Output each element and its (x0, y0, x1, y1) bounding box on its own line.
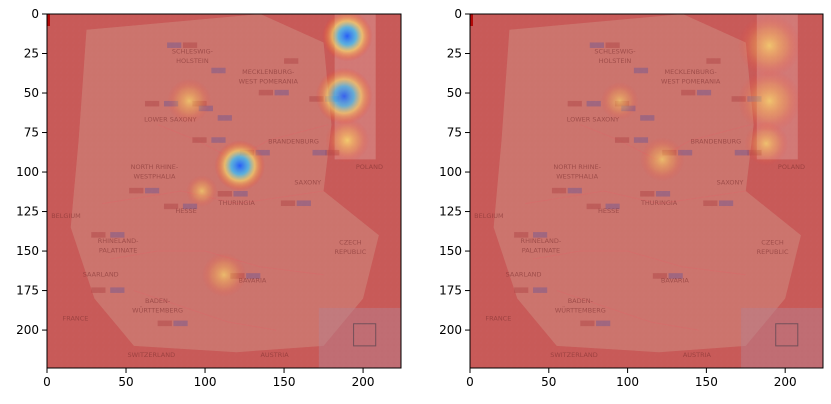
x-tick-label: 100 (194, 375, 217, 389)
y-tick-label: 75 (447, 126, 462, 140)
noise-overlay (47, 14, 401, 368)
x-tick-label: 150 (273, 375, 296, 389)
y-tick-label: 125 (16, 205, 39, 219)
axes-frame (46, 13, 402, 369)
y-tick-label: 200 (16, 323, 39, 337)
y-tick-label: 25 (24, 47, 39, 61)
y-tick-label: 75 (24, 126, 39, 140)
y-tick-label: 150 (439, 244, 462, 258)
x-tick-label: 0 (43, 375, 51, 389)
x-tick-label: 100 (616, 375, 639, 389)
axes-ticks: 0 50 100 150 200 0 25 50 75 100 125 150 175 200 (439, 7, 797, 389)
x-tick-label: 200 (352, 375, 375, 389)
y-tick-label: 125 (439, 205, 462, 219)
x-tick-label: 50 (541, 375, 556, 389)
x-tick-label: 150 (695, 375, 718, 389)
y-tick-label: 100 (16, 165, 39, 179)
y-tick-label: 175 (439, 284, 462, 298)
y-tick-label: 0 (454, 7, 462, 21)
corner-mark (47, 14, 50, 26)
axes-frame (469, 13, 824, 369)
x-tick-label: 200 (774, 375, 797, 389)
y-tick-label: 0 (31, 7, 39, 21)
y-tick-label: 200 (439, 323, 462, 337)
y-tick-label: 25 (447, 47, 462, 61)
y-tick-label: 175 (16, 284, 39, 298)
y-tick-label: 100 (439, 165, 462, 179)
x-tick-label: 50 (118, 375, 133, 389)
y-tick-label: 50 (24, 86, 39, 100)
axes-ticks: 0 50 100 150 200 0 25 50 75 100 125 150 175 200 (16, 7, 374, 389)
corner-mark (470, 14, 473, 26)
y-tick-label: 150 (16, 244, 39, 258)
noise-overlay (470, 14, 823, 368)
x-tick-label: 0 (466, 375, 474, 389)
y-tick-label: 50 (447, 86, 462, 100)
